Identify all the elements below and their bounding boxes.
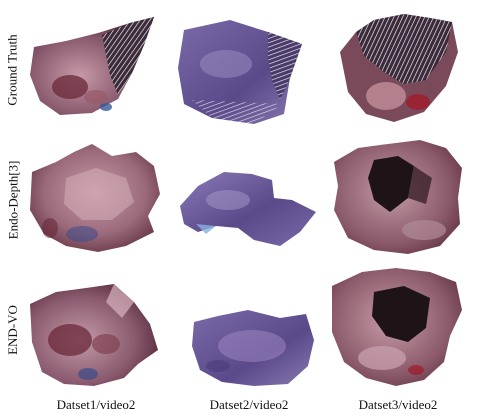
reconstruction-gt-dataset2 (172, 18, 312, 128)
reconstruction-gt-dataset1 (26, 15, 162, 123)
row-label-end-vo: END-VO (5, 305, 21, 355)
reconstruction-gt-dataset3 (334, 12, 464, 124)
row-label-endo-depth: Endo-Depth[3] (5, 160, 21, 240)
reconstruction-endodepth-dataset3 (328, 138, 468, 258)
reconstruction-endvo-dataset3 (326, 266, 466, 388)
reconstruction-endodepth-dataset2 (176, 168, 322, 252)
row-label-ground-truth: Ground Truth (5, 34, 21, 106)
column-label-dataset1: Datset1/video2 (56, 397, 136, 412)
column-label-dataset3: Datset3/video2 (358, 397, 438, 412)
reconstruction-endodepth-dataset1 (26, 142, 164, 254)
reconstruction-endvo-dataset2 (188, 308, 318, 388)
column-label-dataset2: Datset2/video2 (209, 397, 289, 412)
reconstruction-endvo-dataset1 (26, 282, 164, 390)
